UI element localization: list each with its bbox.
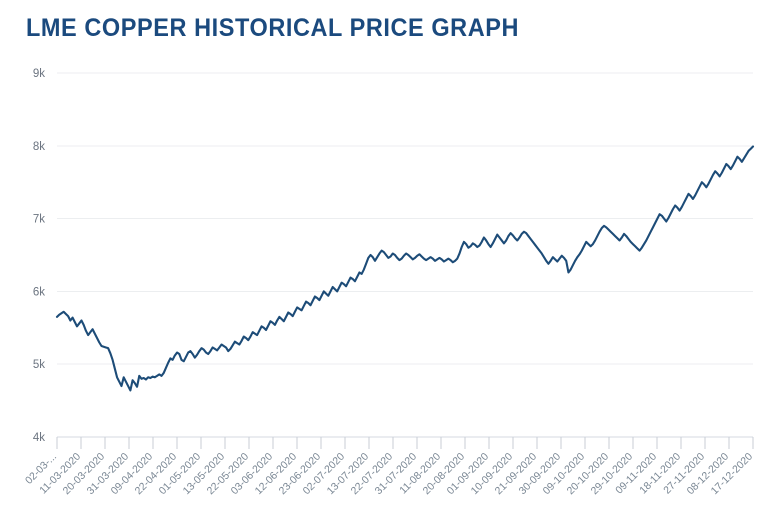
- gridlines: [57, 72, 753, 438]
- series-line-0: [55, 145, 755, 392]
- y-axis-tick-label: 8k: [33, 141, 45, 153]
- page-title: LME COPPER HISTORICAL PRICE GRAPH: [26, 14, 520, 42]
- x-axis-tick-labels: 02-03-...11-03-202020-03-202031-03-20200…: [23, 451, 755, 498]
- y-axis-tick-labels: 4k 5k 6k 7k 8k 9k: [33, 68, 45, 444]
- y-axis-tick-label: 5k: [33, 359, 45, 371]
- y-axis-tick-label: 7k: [33, 214, 45, 226]
- y-axis-tick-label: 6k: [33, 286, 45, 298]
- x-axis-tickmarks: [56, 437, 754, 449]
- y-axis-tick-label: 4k: [33, 432, 45, 444]
- price-series-line: [55, 145, 755, 392]
- y-axis-tick-label: 9k: [33, 68, 45, 80]
